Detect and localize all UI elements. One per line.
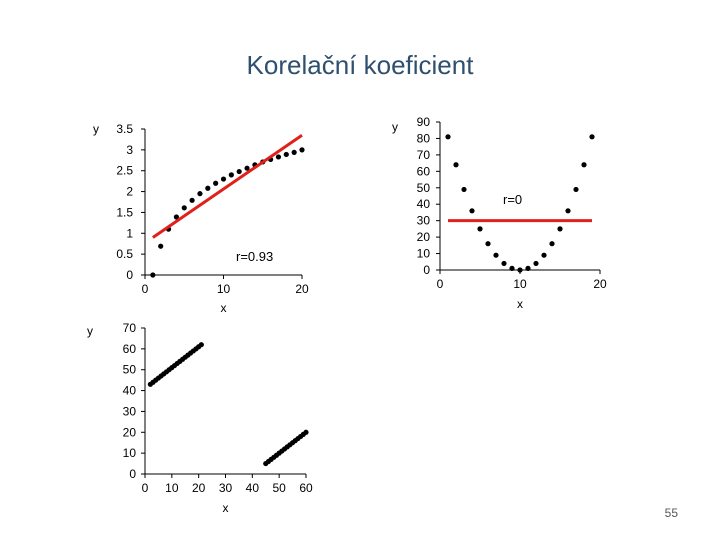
x-tick-label: 10 [513,277,527,291]
data-point [173,214,179,220]
data-point [533,260,539,267]
data-point [197,191,203,197]
y-axis-label: y [87,324,93,338]
data-point [283,151,289,158]
y-tick-label: 1.5 [116,205,133,219]
data-point [541,252,547,258]
x-tick-label: 40 [246,481,260,495]
data-point [493,252,499,258]
data-point [509,265,515,271]
data-point [445,134,451,140]
y-tick-label: 60 [123,342,137,356]
data-point [557,226,563,232]
x-tick-label: 0 [437,277,444,291]
data-point [589,134,595,140]
correlation-annotation: r=0 [503,192,522,207]
data-point [573,186,579,193]
data-point [205,185,211,191]
data-point [181,205,187,211]
data-point [158,243,164,249]
data-point [453,162,459,168]
y-tick-label: 0 [129,467,136,481]
data-point [565,208,571,214]
page-number: 55 [664,506,678,520]
y-tick-label: 70 [417,148,431,162]
y-tick-label: 3.5 [116,122,133,136]
y-tick-label: 20 [417,230,431,244]
data-point [291,149,297,155]
data-point [525,265,531,271]
x-tick-label: 30 [219,481,233,495]
y-axis-label: y [93,122,99,136]
y-tick-label: 3 [126,143,133,157]
x-tick-label: 60 [299,481,313,495]
slide-title: Korelační koeficient [246,50,474,80]
data-point [236,168,242,175]
y-tick-label: 50 [417,181,431,195]
x-tick-label: 10 [217,282,231,296]
y-tick-label: 50 [123,363,137,377]
y-tick-label: 20 [123,425,137,439]
y-tick-label: 2 [126,185,133,199]
correlation-annotation: r=0.93 [236,249,273,264]
data-point [275,154,282,160]
data-point [517,267,523,273]
x-axis-label: x [223,501,229,515]
x-tick-label: 10 [165,481,179,495]
data-point [581,162,587,168]
y-tick-label: 2.5 [116,164,133,178]
y-tick-label: 1 [126,226,133,240]
x-tick-label: 0 [142,282,149,296]
y-tick-label: 30 [417,214,431,228]
y-tick-label: 0.5 [116,247,133,261]
data-point [198,342,204,348]
fit-line [152,134,303,239]
y-tick-label: 30 [123,404,137,418]
y-tick-label: 90 [417,115,431,129]
y-tick-label: 80 [417,131,431,145]
x-axis-label: x [221,301,227,315]
y-tick-label: 40 [417,197,431,211]
x-tick-label: 20 [295,282,309,296]
x-tick-label: 0 [142,481,149,495]
y-tick-label: 70 [123,321,137,335]
data-point [213,180,219,186]
y-tick-label: 40 [123,384,137,398]
x-tick-label: 20 [192,481,206,495]
data-point [150,272,156,278]
data-point [549,241,555,247]
data-point [244,165,250,171]
data-point [501,260,507,267]
data-point [299,147,305,153]
data-point [469,208,475,214]
y-tick-label: 10 [417,247,431,261]
data-point [220,176,227,182]
data-point [303,429,309,435]
data-point [189,197,195,203]
x-axis-label: x [517,297,523,311]
data-point [485,241,491,247]
data-point [461,186,467,193]
x-tick-label: 50 [272,481,286,495]
y-tick-label: 60 [417,164,431,178]
y-tick-label: 0 [423,263,430,277]
y-tick-label: 0 [126,268,133,282]
data-point [477,226,483,232]
y-axis-label: y [392,120,398,134]
data-point [228,172,234,178]
x-tick-label: 20 [593,277,607,291]
y-tick-label: 10 [123,446,137,460]
